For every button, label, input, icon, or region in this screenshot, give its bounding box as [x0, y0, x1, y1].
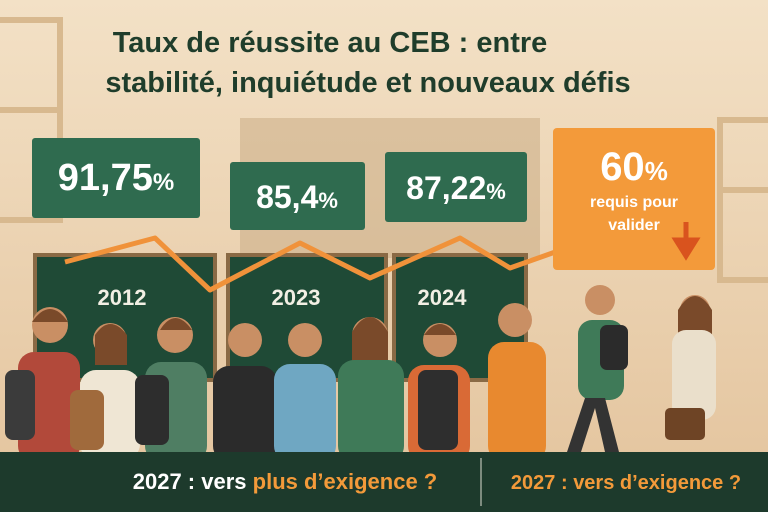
stat-unit: % [318, 188, 338, 213]
stat-value: 91,75% [58, 157, 174, 199]
threshold-box [553, 128, 715, 270]
stat-number: 60 [600, 145, 645, 189]
stat-box [385, 152, 527, 222]
stat-box [32, 138, 200, 218]
trend-line [64, 235, 576, 293]
stat-note: requis pour [590, 194, 678, 211]
title-line: Taux de réussite au CEB : entre [113, 27, 548, 59]
board-label: 2023 [272, 285, 321, 310]
stat-value: 85,4% [256, 179, 338, 215]
stat-box [230, 162, 365, 230]
board-label: 2012 [98, 285, 147, 310]
stat-unit: % [645, 156, 668, 186]
footer-highlight: plus d’exigence ? [253, 469, 438, 494]
title-line: stabilité, inquiétude et nouveaux défis [105, 67, 630, 99]
footer-right: 2027 : vers d’exigence ? [511, 472, 741, 494]
stat-note: valider [608, 217, 660, 234]
down-arrow [671, 222, 701, 261]
stat-value: 60% [600, 145, 668, 189]
footer-left: 2027 : vers plus d’exigence ? [133, 469, 438, 494]
stat-unit: % [486, 179, 506, 204]
stat-number: 91,75 [58, 157, 153, 199]
footer-bar [0, 452, 768, 512]
board-label: 2024 [418, 285, 468, 310]
windows [0, 17, 768, 283]
stat-unit: % [153, 169, 174, 196]
footer-prefix: 2027 : vers [133, 469, 247, 494]
stat-number: 87,22 [406, 170, 486, 206]
stat-value: 87,22% [406, 170, 506, 206]
stat-number: 85,4 [256, 179, 318, 215]
students [5, 285, 716, 462]
